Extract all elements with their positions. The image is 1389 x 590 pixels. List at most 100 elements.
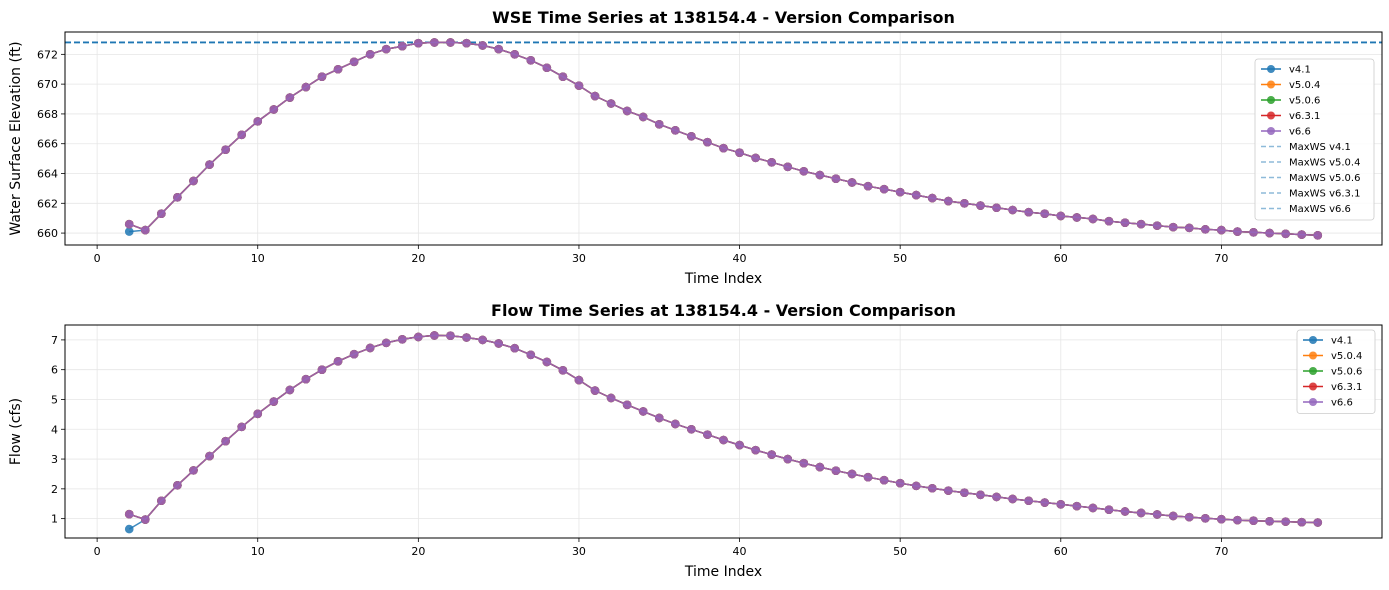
y-axis-label: Flow (cfs) (8, 398, 24, 465)
data-point (365, 343, 375, 353)
data-point (189, 176, 198, 186)
data-point (446, 38, 455, 47)
data-point (526, 56, 536, 65)
data-point (1201, 514, 1210, 523)
legend-item: v6.3.1 (1261, 111, 1320, 122)
data-point (558, 365, 568, 375)
data-point (333, 64, 343, 74)
data-point (687, 131, 696, 141)
data-point (783, 454, 793, 464)
y-tick-label: 6 (51, 364, 58, 377)
data-point (510, 50, 520, 59)
data-point (365, 50, 375, 59)
data-point (863, 181, 873, 191)
legend-marker (1309, 367, 1317, 375)
data-point (1313, 518, 1323, 527)
data-point (1297, 517, 1306, 527)
data-point (397, 334, 407, 344)
data-point (414, 332, 423, 342)
legend-marker (1309, 351, 1317, 360)
series-line (128, 41, 1318, 237)
data-point (124, 524, 134, 534)
data-point (349, 349, 359, 359)
x-tick-label: 60 (1054, 545, 1068, 558)
data-point (590, 386, 600, 395)
data-point (124, 227, 134, 236)
legend: v4.1 v5.0.4 v5.0.6 v6.3.1 v6.6 MaxWS v4.1 MaxW… (1254, 58, 1375, 221)
series-v5.0.6 (124, 38, 1323, 240)
data-point (205, 160, 214, 169)
data-point (622, 106, 632, 116)
data-point (1217, 514, 1226, 524)
data-point (285, 93, 295, 102)
data-point (815, 462, 825, 472)
x-tick-label: 10 (251, 252, 265, 265)
legend-label: v6.6 (1331, 398, 1353, 409)
legend-item: v6.6 (1303, 398, 1353, 409)
legend-label: MaxWS v5.0.4 (1289, 158, 1360, 169)
data-point (1024, 496, 1033, 506)
data-point (1233, 227, 1242, 236)
data-point (333, 357, 343, 366)
data-point (927, 483, 937, 493)
legend-item: v5.0.4 (1303, 351, 1362, 362)
data-point (1072, 501, 1082, 511)
x-tick-label: 0 (94, 252, 101, 265)
series-line (128, 41, 1318, 237)
series-line (128, 41, 1318, 237)
legend-item: v4.1 (1303, 336, 1353, 347)
data-point (719, 435, 728, 445)
y-tick-label: 7 (51, 334, 58, 347)
data-point (253, 409, 263, 419)
data-point (1184, 512, 1194, 522)
legend: v4.1 v5.0.4 v5.0.6 v6.3.1 v6.6 (1296, 329, 1376, 414)
data-point (735, 148, 744, 157)
data-point (574, 81, 584, 90)
data-point (1120, 507, 1130, 516)
legend-label: v5.0.4 (1331, 351, 1362, 362)
data-point (494, 44, 503, 54)
data-point (1120, 218, 1130, 227)
data-point (1008, 494, 1017, 504)
legend-label: MaxWS v6.6 (1289, 204, 1351, 215)
data-point (1008, 205, 1017, 215)
data-point (253, 117, 263, 126)
x-tick-label: 50 (893, 545, 907, 558)
data-point (414, 38, 423, 48)
data-point (494, 339, 503, 348)
legend-label: v6.6 (1289, 127, 1311, 138)
legend-item: MaxWS v4.1 (1261, 142, 1351, 153)
y-tick-label: 666 (37, 138, 58, 151)
x-axis-label: Time Index (684, 564, 762, 580)
data-point (1152, 221, 1162, 230)
data-point (1088, 503, 1098, 513)
data-point (124, 219, 134, 229)
legend-label: v5.0.4 (1289, 80, 1320, 91)
series-v6.6 (124, 331, 1323, 527)
data-point (976, 201, 985, 210)
data-point (221, 436, 230, 446)
legend-label: MaxWS v4.1 (1289, 142, 1351, 153)
series-v6.3.1 (124, 38, 1323, 240)
data-point (1249, 228, 1258, 237)
data-point (879, 475, 889, 485)
flow-chart: 0 10 20 30 40 50 60 70 1 2 3 4 5 6 7 Flow Time Series a… (8, 301, 1383, 580)
data-point (622, 400, 632, 410)
data-point (638, 112, 648, 122)
data-point (1249, 516, 1258, 526)
y-tick-label: 2 (51, 483, 58, 496)
y-tick-label: 664 (37, 168, 58, 181)
data-point (606, 393, 616, 403)
legend-item: MaxWS v5.0.6 (1261, 173, 1360, 184)
data-point (703, 137, 712, 147)
data-point (960, 198, 969, 208)
data-point (976, 490, 985, 500)
data-point (221, 145, 230, 154)
series-v4.1 (124, 38, 1323, 240)
data-point (1297, 230, 1306, 239)
x-tick-label: 10 (251, 545, 265, 558)
data-point (831, 174, 841, 184)
data-point (1265, 228, 1274, 238)
legend-item: MaxWS v5.0.4 (1261, 158, 1360, 169)
data-point (542, 357, 552, 367)
